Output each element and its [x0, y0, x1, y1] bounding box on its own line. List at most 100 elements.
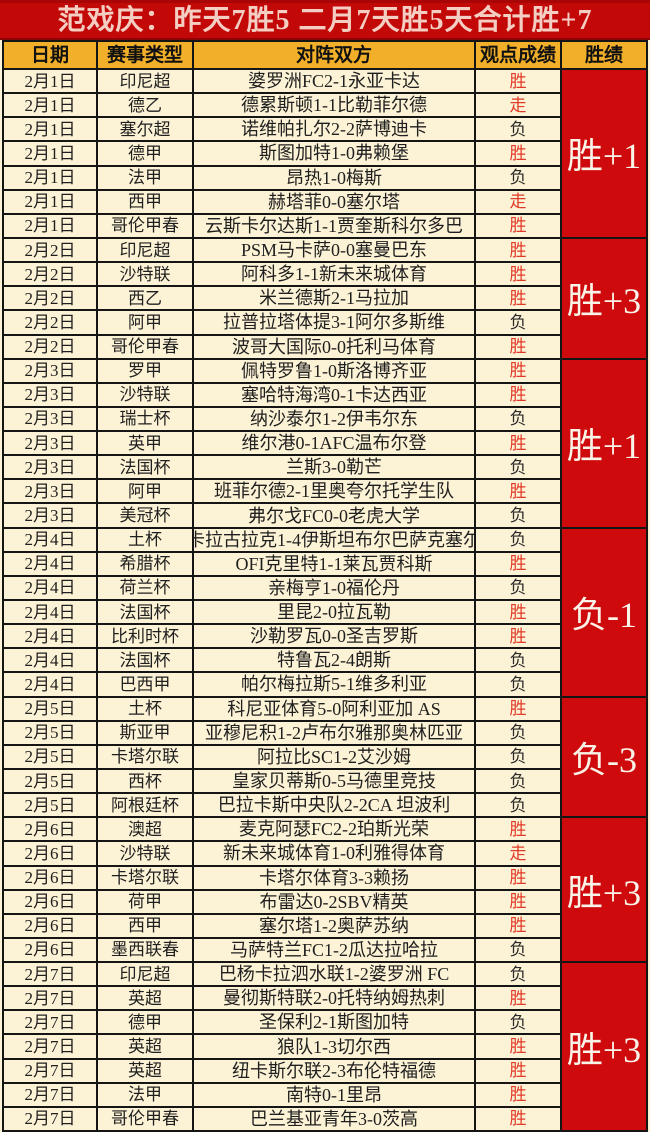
row-41-league: 英超	[98, 1035, 192, 1058]
row-3-league: 塞尔超	[98, 118, 192, 141]
row-20-league: 土杯	[98, 528, 192, 551]
row-33-result: 走	[476, 842, 560, 865]
row-14-match: 塞哈特海湾0-1卡达西亚	[194, 383, 474, 406]
row-15-result: 负	[476, 407, 560, 431]
row-20-date: 2月4日	[4, 528, 96, 551]
row-42-match: 纽卡斯尔联2-3布伦特福德	[194, 1059, 474, 1082]
row-36-date: 2月6日	[4, 914, 96, 937]
row-14-date: 2月3日	[4, 383, 96, 406]
row-29-result: 负	[476, 745, 560, 768]
row-4-result: 胜	[476, 142, 560, 165]
row-2-match: 德累斯顿1-1比勒菲尔德	[194, 94, 474, 117]
row-19-result: 负	[476, 504, 560, 527]
row-11-league: 阿甲	[98, 311, 192, 334]
row-39-league: 英超	[98, 987, 192, 1010]
row-10-result: 胜	[476, 287, 560, 310]
row-41-result: 胜	[476, 1035, 560, 1058]
row-8-match: PSM马卡萨0-0塞曼巴东	[194, 238, 474, 262]
row-44-result: 胜	[476, 1107, 560, 1130]
row-31-match: 巴拉卡斯中央队2-2CA 坦波利	[194, 794, 474, 817]
row-38-date: 2月7日	[4, 963, 96, 986]
row-34-date: 2月6日	[4, 866, 96, 889]
row-29-match: 阿拉比SC1-2艾沙姆	[194, 745, 474, 768]
row-31-date: 2月5日	[4, 794, 96, 817]
row-39-date: 2月7日	[4, 987, 96, 1010]
row-23-match: 里昆2-0拉瓦勒	[194, 601, 474, 624]
row-30-league: 西杯	[98, 769, 192, 793]
row-13-league: 罗甲	[98, 359, 192, 382]
row-17-match: 兰斯3-0勒芒	[194, 456, 474, 479]
row-36-league: 西甲	[98, 914, 192, 937]
row-24-match: 沙勒罗瓦0-0圣吉罗斯	[194, 625, 474, 648]
row-39-match: 曼彻斯特联2-0托特纳姆热刺	[194, 987, 474, 1010]
row-2-league: 德乙	[98, 94, 192, 117]
row-10-match: 米兰德斯2-1马拉加	[194, 287, 474, 310]
row-5-result: 负	[476, 166, 560, 189]
row-7-match: 云斯卡尔达斯1-1贾奎斯科尔多巴	[194, 214, 474, 237]
row-34-match: 卡塔尔体育3-3赖扬	[194, 866, 474, 889]
row-19-match: 弗尔戈FC0-0老虎大学	[194, 504, 474, 527]
row-34-league: 卡塔尔联	[98, 866, 192, 889]
row-13-date: 2月3日	[4, 359, 96, 382]
row-22-league: 荷兰杯	[98, 576, 192, 599]
row-39-result: 胜	[476, 987, 560, 1010]
row-22-result: 负	[476, 576, 560, 599]
row-42-date: 2月7日	[4, 1059, 96, 1082]
row-9-date: 2月2日	[4, 263, 96, 286]
row-12-date: 2月2日	[4, 335, 96, 358]
row-38-result: 负	[476, 963, 560, 986]
row-37-match: 马萨特兰FC1-2瓜达拉哈拉	[194, 938, 474, 962]
row-12-match: 波哥大国际0-0托利马体育	[194, 335, 474, 358]
row-17-result: 负	[476, 456, 560, 479]
row-33-league: 沙特联	[98, 842, 192, 865]
row-36-result: 胜	[476, 914, 560, 937]
row-41-date: 2月7日	[4, 1035, 96, 1058]
row-17-date: 2月3日	[4, 456, 96, 479]
row-3-result: 负	[476, 118, 560, 141]
row-21-result: 胜	[476, 552, 560, 575]
row-44-date: 2月7日	[4, 1107, 96, 1130]
row-37-date: 2月6日	[4, 938, 96, 962]
row-26-result: 负	[476, 673, 560, 696]
row-15-league: 瑞士杯	[98, 407, 192, 431]
row-20-match: 卡拉古拉克1-4伊斯坦布尔巴萨克塞尔	[194, 528, 474, 551]
row-38-match: 巴杨卡拉泗水联1-2婆罗洲 FC	[194, 963, 474, 986]
row-44-match: 巴兰基亚青年3-0茨高	[194, 1107, 474, 1130]
row-44-league: 哥伦甲春	[98, 1107, 192, 1130]
column-header-result: 观点成绩	[476, 42, 560, 68]
row-18-league: 阿甲	[98, 480, 192, 503]
row-5-date: 2月1日	[4, 166, 96, 189]
row-22-date: 2月4日	[4, 576, 96, 599]
row-29-league: 卡塔尔联	[98, 745, 192, 768]
row-18-date: 2月3日	[4, 480, 96, 503]
row-16-match: 维尔港0-1AFC温布尔登	[194, 432, 474, 455]
row-14-result: 胜	[476, 383, 560, 406]
row-30-date: 2月5日	[4, 769, 96, 793]
row-32-result: 胜	[476, 818, 560, 841]
row-3-date: 2月1日	[4, 118, 96, 141]
row-7-date: 2月1日	[4, 214, 96, 237]
row-43-result: 胜	[476, 1083, 560, 1106]
row-3-match: 诺维帕扎尔2-2萨博迪卡	[194, 118, 474, 141]
row-22-match: 亲梅亨1-0福伦丹	[194, 576, 474, 599]
row-42-result: 胜	[476, 1059, 560, 1082]
streak-block-3: 胜+1	[562, 359, 646, 527]
row-1-league: 印尼超	[98, 70, 192, 93]
row-38-league: 印尼超	[98, 963, 192, 986]
row-6-date: 2月1日	[4, 190, 96, 213]
row-24-league: 比利时杯	[98, 625, 192, 648]
row-20-result: 负	[476, 528, 560, 551]
row-11-date: 2月2日	[4, 311, 96, 334]
row-25-league: 法国杯	[98, 649, 192, 672]
row-30-match: 皇家贝蒂斯0-5马德里竞技	[194, 769, 474, 793]
row-23-result: 胜	[476, 601, 560, 624]
column-header-match: 对阵双方	[194, 42, 474, 68]
row-25-date: 2月4日	[4, 649, 96, 672]
row-36-match: 塞尔塔1-2奥萨苏纳	[194, 914, 474, 937]
row-13-match: 佩特罗鲁1-0斯洛博齐亚	[194, 359, 474, 382]
streak-block-2: 胜+3	[562, 238, 646, 358]
row-7-result: 胜	[476, 214, 560, 237]
row-26-league: 巴西甲	[98, 673, 192, 696]
row-31-league: 阿根廷杯	[98, 794, 192, 817]
